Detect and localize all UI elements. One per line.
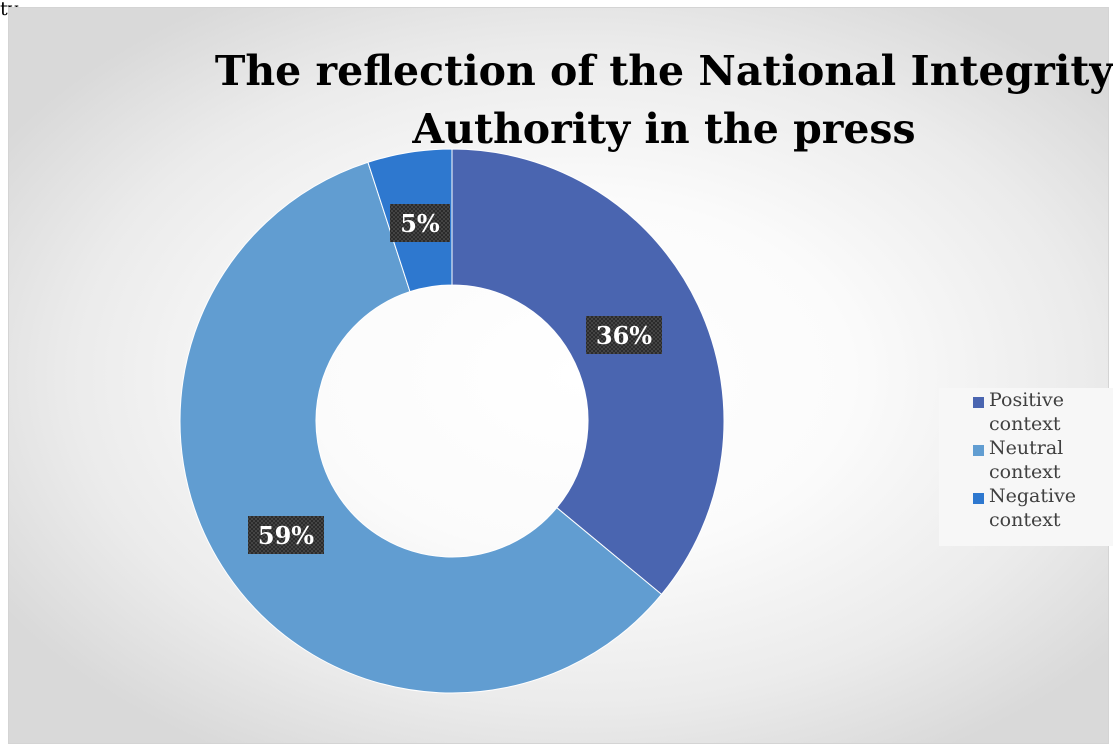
chart-title-line-2: Authority in the press [412, 105, 916, 153]
legend-swatch [973, 397, 984, 408]
chart-title-line-1: The reflection of the National Integrity [214, 47, 1113, 95]
data-label-positive-context: 36% [586, 316, 662, 354]
chart-title: The reflection of the National Integrity… [204, 42, 1113, 158]
legend-label-line-1: Negative [989, 485, 1077, 507]
legend-label: Neutral context [989, 436, 1099, 484]
legend-label: Positive context [989, 388, 1099, 436]
data-label-neutral-context: 59% [248, 516, 324, 554]
donut-chart: 36% 59% 5% [179, 148, 725, 694]
donut-slice-neutral-context [179, 161, 663, 694]
legend-label-line-2: context [989, 413, 1061, 435]
legend-label-line-2: context [989, 509, 1061, 531]
legend-swatch [973, 493, 984, 504]
data-label-box [248, 516, 324, 554]
legend-label-line-1: Positive [989, 389, 1064, 411]
chart-area: The reflection of the National Integrity… [8, 7, 1113, 744]
donut-slice-positive-context [451, 148, 725, 596]
data-label-text: 59% [258, 521, 314, 550]
data-label-text: 5% [400, 209, 440, 238]
data-label-box [390, 204, 450, 242]
legend-label-line-1: Neutral [989, 437, 1064, 459]
chart-legend: Positive context Neutral context Negative con… [939, 388, 1113, 546]
data-label-negative-context: 5% [390, 204, 450, 242]
data-label-box [586, 316, 662, 354]
legend-label-line-2: context [989, 461, 1061, 483]
legend-label: Negative context [989, 484, 1099, 532]
legend-swatch [973, 445, 984, 456]
data-label-text: 36% [596, 321, 652, 350]
